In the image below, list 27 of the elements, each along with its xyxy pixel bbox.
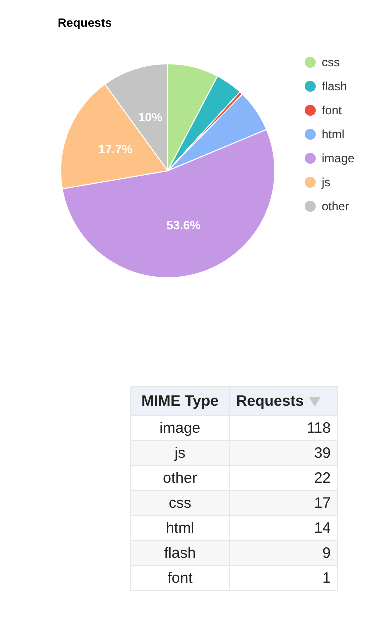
data-label: 118 xyxy=(230,416,338,440)
data-label: 14 xyxy=(230,516,338,540)
data-label: 1 xyxy=(230,566,338,590)
data-label: 39 xyxy=(230,440,338,466)
category-label: other xyxy=(130,466,230,490)
category-label: image xyxy=(130,416,230,440)
data-label: 10% xyxy=(138,110,163,124)
text: MIME Type xyxy=(130,386,230,416)
data-label: 9 xyxy=(230,540,338,566)
chart-title: Requests xyxy=(58,16,112,30)
category-label: css xyxy=(130,490,230,516)
category-label: font xyxy=(130,566,230,590)
data-label: 17.7% xyxy=(98,142,134,157)
text: Requests xyxy=(230,386,338,416)
legend-label: html xyxy=(322,128,345,142)
legend-label: font xyxy=(322,104,343,118)
category-label: html xyxy=(130,516,230,540)
legend-label: other xyxy=(322,200,350,214)
legend-label: js xyxy=(321,176,331,190)
data-label: 53.6% xyxy=(166,218,202,232)
legend-label: css xyxy=(322,56,340,70)
category-label: js xyxy=(130,440,230,466)
legend-label: flash xyxy=(322,80,348,94)
data-label: 22 xyxy=(230,466,338,490)
category-label: flash xyxy=(130,540,230,566)
data-label: 17 xyxy=(230,490,338,516)
legend-label: image xyxy=(322,152,356,166)
